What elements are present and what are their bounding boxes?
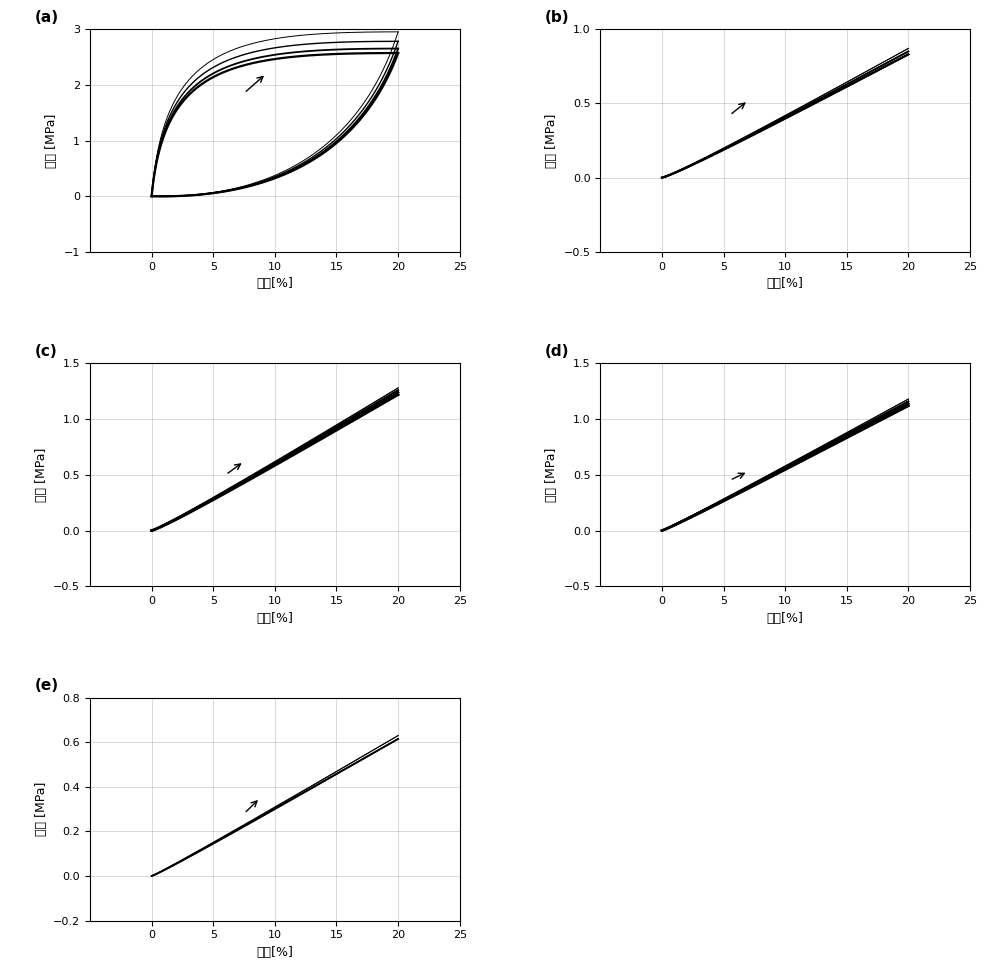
Text: (d): (d) — [545, 344, 569, 359]
Y-axis label: 应力 [MPa]: 应力 [MPa] — [35, 782, 48, 836]
Y-axis label: 应力 [MPa]: 应力 [MPa] — [545, 113, 558, 168]
Text: (b): (b) — [545, 10, 569, 24]
X-axis label: 应变[%]: 应变[%] — [256, 611, 293, 625]
Y-axis label: 应力 [MPa]: 应力 [MPa] — [45, 113, 58, 168]
Y-axis label: 应力 [MPa]: 应力 [MPa] — [545, 448, 558, 502]
Text: (e): (e) — [35, 678, 59, 693]
Text: (c): (c) — [35, 344, 57, 359]
Text: (a): (a) — [35, 10, 59, 24]
X-axis label: 应变[%]: 应变[%] — [256, 277, 293, 291]
X-axis label: 应变[%]: 应变[%] — [767, 611, 804, 625]
Y-axis label: 应力 [MPa]: 应力 [MPa] — [35, 448, 48, 502]
X-axis label: 应变[%]: 应变[%] — [767, 277, 804, 291]
X-axis label: 应变[%]: 应变[%] — [256, 946, 293, 959]
